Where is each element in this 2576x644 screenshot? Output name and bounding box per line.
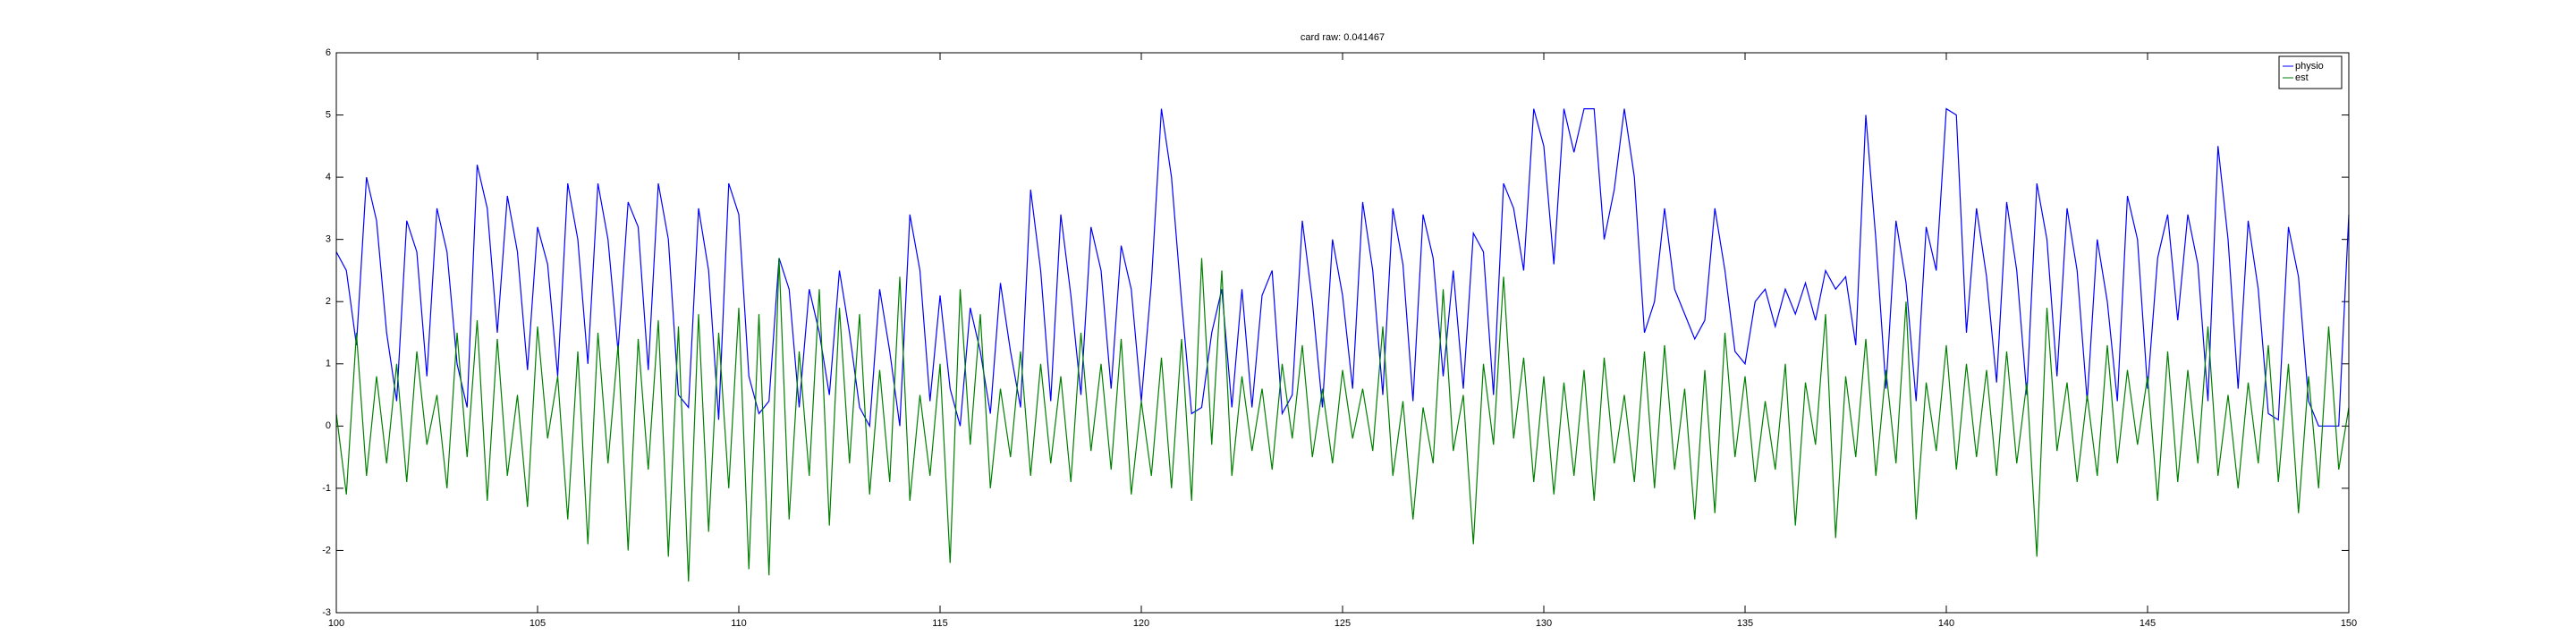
x-tick-label: 140 xyxy=(1938,618,1954,629)
x-tick-label: 120 xyxy=(1133,618,1149,629)
series-line xyxy=(335,258,2350,582)
x-tick-label: 125 xyxy=(1335,618,1351,629)
legend-box xyxy=(2278,55,2343,89)
x-tick-label: 115 xyxy=(932,618,948,629)
y-tick-label: 5 xyxy=(326,109,331,120)
x-tick-label: 105 xyxy=(530,618,546,629)
x-tick-label: 150 xyxy=(2341,618,2357,629)
legend-label: est xyxy=(2295,72,2309,83)
x-tick-label: 110 xyxy=(731,618,747,629)
x-tick-label: 130 xyxy=(1536,618,1552,629)
y-tick-label: -2 xyxy=(322,545,331,555)
y-tick-label: 2 xyxy=(326,296,331,307)
y-tick-label: -3 xyxy=(322,607,331,618)
y-tick-label: 0 xyxy=(326,420,331,431)
plot-area xyxy=(336,53,2349,613)
axes-box xyxy=(335,52,2350,614)
x-tick-label: 100 xyxy=(328,618,344,629)
y-tick-label: -1 xyxy=(322,483,331,494)
legend-label: physio xyxy=(2295,61,2324,72)
y-tick-label: 3 xyxy=(326,234,331,245)
x-tick-label: 145 xyxy=(2140,618,2156,629)
y-tick-label: 4 xyxy=(326,172,331,182)
y-tick-label: 1 xyxy=(326,359,331,369)
series-line xyxy=(335,107,2350,428)
y-tick-label: 6 xyxy=(326,47,331,58)
chart-title: card raw: 0.041467 xyxy=(1301,32,1385,43)
x-tick-label: 135 xyxy=(1737,618,1753,629)
